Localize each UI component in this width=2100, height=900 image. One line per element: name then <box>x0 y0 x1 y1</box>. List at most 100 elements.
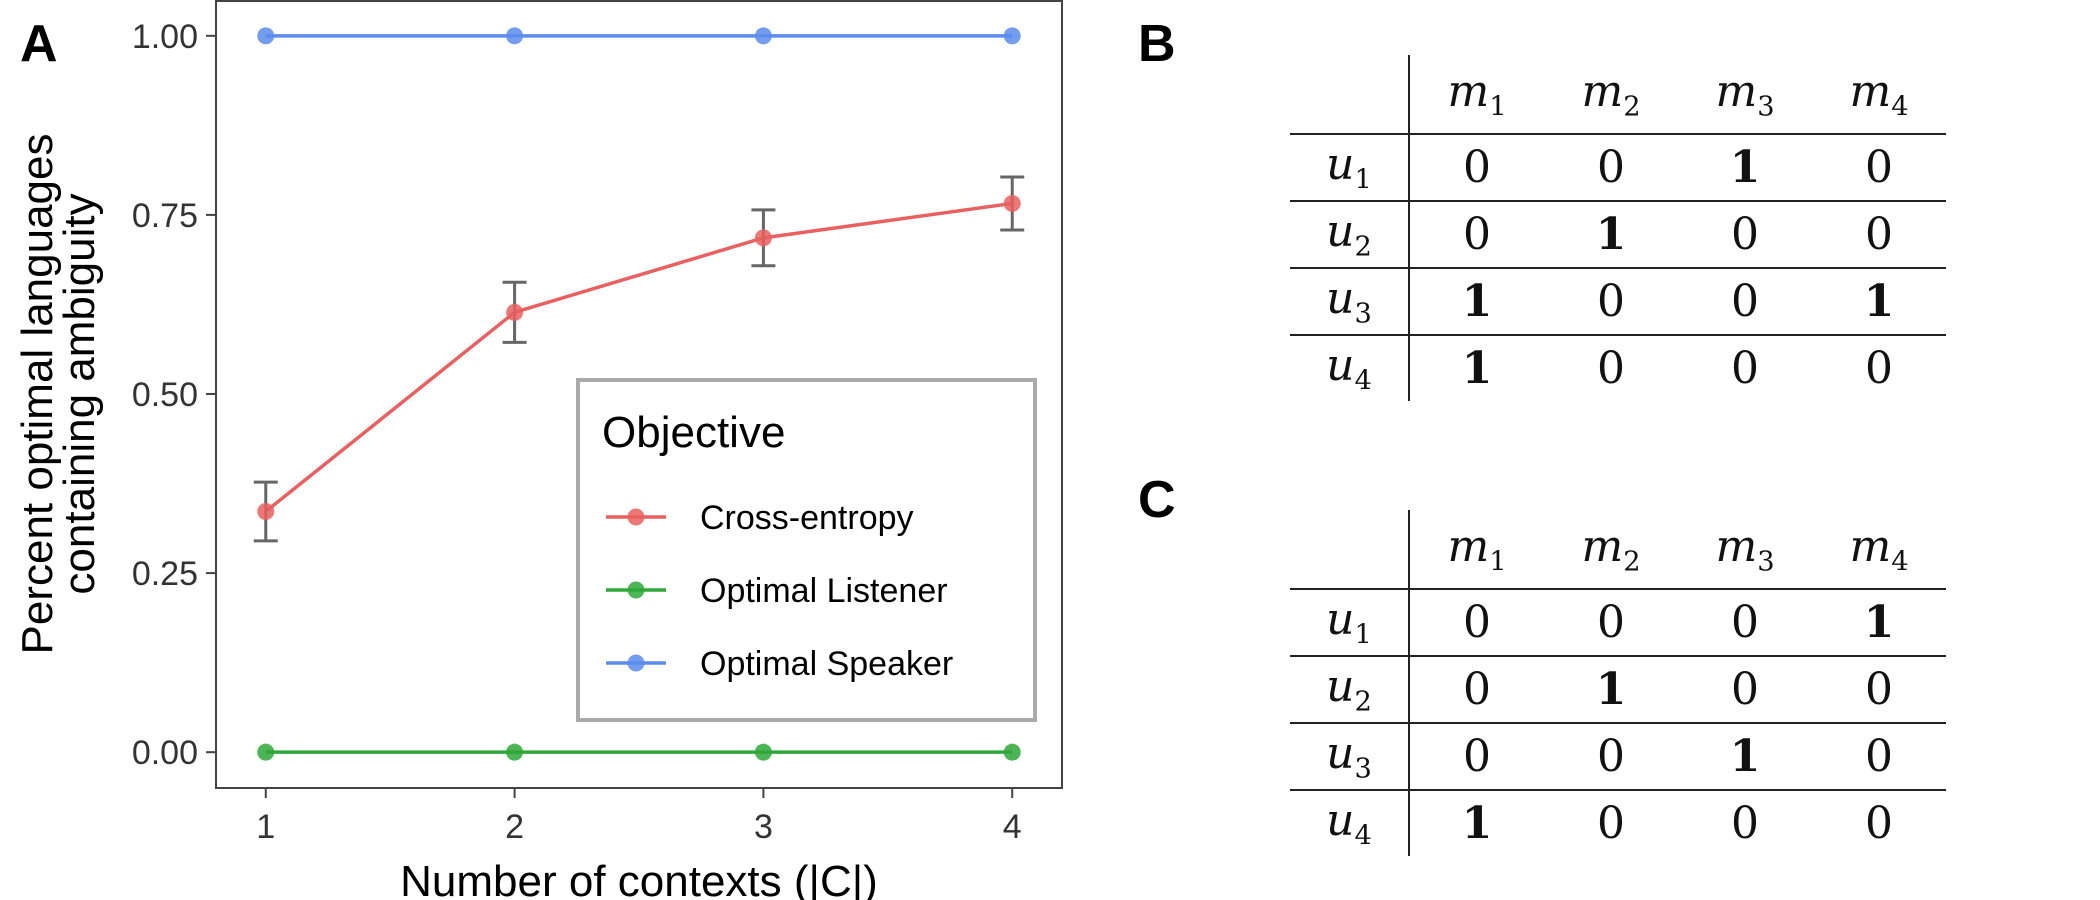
data-point <box>1003 194 1021 212</box>
x-tick-label: 2 <box>505 808 524 846</box>
table-cell: 1 <box>1812 268 1946 336</box>
legend-item: Optimal Speaker <box>606 645 953 683</box>
column-header: m1 <box>1409 55 1544 135</box>
table-cell: 1 <box>1812 589 1946 657</box>
column-header: m2 <box>1544 510 1678 590</box>
series-line <box>264 201 1013 513</box>
table-cell: 1 <box>1544 656 1678 724</box>
table-cell: 0 <box>1409 656 1544 724</box>
table-b: m1 m2 m3 m4 u1 0 0 1 0 u2 0 1 0 0 u3 1 0 0 1 u4 1 0 0 0 <box>1290 55 1946 401</box>
column-header: m1 <box>1409 510 1544 590</box>
table-cell: 0 <box>1678 268 1812 336</box>
row-header: u4 <box>1290 790 1410 856</box>
panel-label-b: B <box>1138 15 1176 73</box>
x-axis-title: Number of contexts (|C|) <box>400 857 878 900</box>
legend-label: Optimal Listener <box>700 572 948 610</box>
data-point <box>506 27 524 45</box>
y-axis-title: containing ambiguity <box>55 193 104 594</box>
table-cell: 0 <box>1544 134 1678 202</box>
column-header: m2 <box>1544 55 1678 135</box>
row-header: u2 <box>1290 656 1410 724</box>
table-c: m1 m2 m3 m4 u1 0 0 0 1 u2 0 1 0 0 u3 0 0 1 0 u4 1 0 0 0 <box>1290 510 1946 856</box>
line-chart: 0.00 0.25 0.50 0.75 1.00 1 2 3 4 Number of contex… <box>13 0 1063 900</box>
legend-box <box>576 378 1037 722</box>
y-tick-label: 0.75 <box>132 197 198 235</box>
table-cell: 0 <box>1812 656 1946 724</box>
table-row: u4 1 0 0 0 <box>1290 790 1946 856</box>
panel-label-c: C <box>1138 471 1176 529</box>
table-row: u3 0 0 1 0 <box>1290 723 1946 791</box>
table-cell: 0 <box>1678 201 1812 269</box>
x-tick-label: 3 <box>754 808 773 846</box>
table-cell: 0 <box>1544 589 1678 657</box>
table-corner <box>1290 55 1410 135</box>
row-header: u3 <box>1290 723 1410 791</box>
column-header: m4 <box>1812 55 1946 135</box>
data-point <box>257 502 275 520</box>
table-cell: 0 <box>1597 343 1625 394</box>
data-point <box>754 27 772 45</box>
column-header: m3 <box>1678 55 1812 135</box>
table-cell: 1 <box>1461 798 1493 849</box>
y-tick-label: 0.50 <box>132 376 198 414</box>
legend-swatch-point <box>627 581 645 599</box>
data-point <box>257 27 275 45</box>
table-cell: 0 <box>1812 723 1946 791</box>
y-tick-label: 1.00 <box>132 18 198 56</box>
column-header: m3 <box>1678 510 1812 590</box>
table-cell: 0 <box>1678 589 1812 657</box>
row-header: u1 <box>1290 589 1410 657</box>
y-tick-label: 0.25 <box>132 555 198 593</box>
data-point <box>1003 743 1021 761</box>
table-cell: 0 <box>1865 343 1893 394</box>
table-cell: 0 <box>1865 798 1893 849</box>
table-cell: 1 <box>1678 134 1812 202</box>
y-axis-title: Percent optimal languages <box>13 134 62 655</box>
legend-label: Optimal Speaker <box>700 645 953 683</box>
legend-swatch-point <box>627 508 645 526</box>
legend-title: Objective <box>602 408 785 457</box>
legend-item: Optimal Listener <box>606 572 948 610</box>
x-tick-label: 4 <box>1003 808 1022 846</box>
table-row: u1 0 0 0 1 <box>1290 589 1946 657</box>
row-header: u3 <box>1290 268 1410 336</box>
table-cell: 1 <box>1461 343 1493 394</box>
table-row: u1 0 0 1 0 <box>1290 134 1946 202</box>
table-cell: 0 <box>1731 343 1759 394</box>
table-cell: 1 <box>1409 268 1544 336</box>
table-cell: 0 <box>1678 656 1812 724</box>
y-tick-label: 0.00 <box>132 734 198 772</box>
row-header: u4 <box>1290 335 1410 401</box>
table-cell: 0 <box>1812 201 1946 269</box>
table-cell: 0 <box>1544 268 1678 336</box>
table-corner <box>1290 510 1410 590</box>
legend-item: Cross-entropy <box>606 499 914 537</box>
data-point <box>754 743 772 761</box>
table-cell: 1 <box>1544 201 1678 269</box>
table-cell: 0 <box>1409 201 1544 269</box>
table-row: u2 0 1 0 0 <box>1290 656 1946 724</box>
column-header: m4 <box>1812 510 1946 590</box>
row-header: u1 <box>1290 134 1410 202</box>
data-point <box>506 743 524 761</box>
table-cell: 0 <box>1544 723 1678 791</box>
table-cell: 1 <box>1678 723 1812 791</box>
data-point <box>1003 27 1021 45</box>
panel-label-a: A <box>20 15 58 73</box>
data-point <box>506 303 524 321</box>
row-header: u2 <box>1290 201 1410 269</box>
table-cell: 0 <box>1409 589 1544 657</box>
table-cell: 0 <box>1409 723 1544 791</box>
x-tick-label: 1 <box>256 808 275 846</box>
table-row: u2 0 1 0 0 <box>1290 201 1946 269</box>
table-cell: 0 <box>1812 134 1946 202</box>
table-cell: 0 <box>1409 134 1544 202</box>
legend-swatch-point <box>627 654 645 672</box>
table-cell: 0 <box>1597 798 1625 849</box>
table-cell: 0 <box>1731 798 1759 849</box>
table-row: u3 1 0 0 1 <box>1290 268 1946 336</box>
data-point <box>754 229 772 247</box>
data-point <box>257 743 275 761</box>
table-row: u4 1 0 0 0 <box>1290 335 1946 401</box>
legend-label: Cross-entropy <box>700 499 914 537</box>
